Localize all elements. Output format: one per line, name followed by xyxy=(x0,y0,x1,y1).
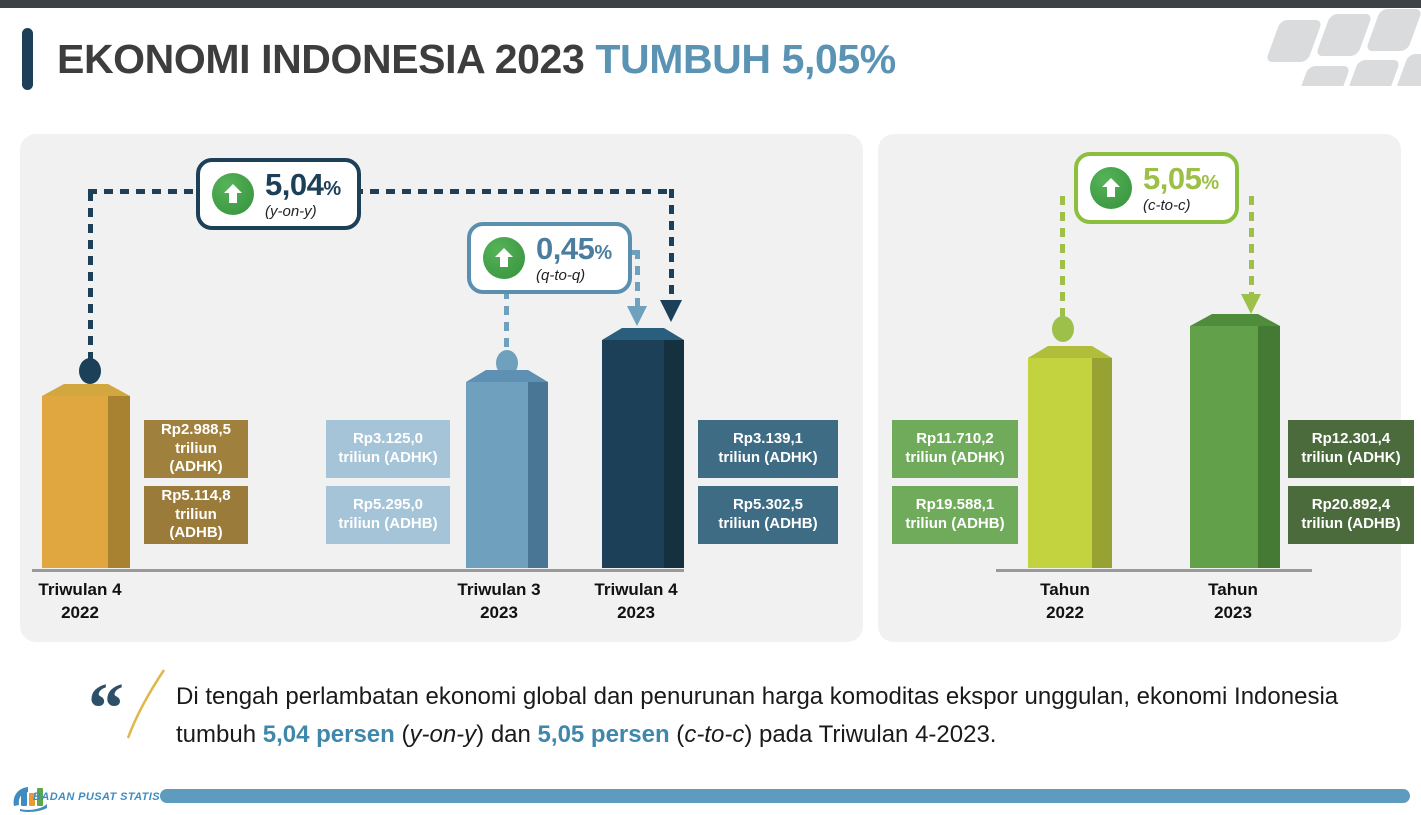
growth-badge-ctoc-text: 5,05% (c-to-c) xyxy=(1143,163,1219,213)
connector-qtoq-arrowhead xyxy=(627,306,647,326)
bar-tw4-2023-front xyxy=(602,340,664,568)
valuebox-tahun-2022-adhk: Rp11.710,2 triliun (ADHK) xyxy=(892,420,1018,478)
connector-qtoq-right-vertical xyxy=(635,250,640,308)
valuebox-tw4-2023-adhk: Rp3.139,1 triliun (ADHK) xyxy=(698,420,838,478)
decorative-tiles xyxy=(1231,8,1421,86)
quarterly-baseline xyxy=(32,569,684,572)
quote-em-2: c-to-c xyxy=(684,720,745,748)
quote-part5: ) pada Triwulan 4-2023. xyxy=(744,720,997,748)
bar-tw4-2022 xyxy=(42,384,130,568)
bar-tahun-2023 xyxy=(1190,314,1282,568)
valuebox-tahun-2023-adhb: Rp20.892,4 triliun (ADHB) xyxy=(1288,486,1414,544)
top-strip xyxy=(0,0,1421,8)
bar-tw4-2023-top2 xyxy=(664,328,684,340)
connector-ctoc-right-vertical xyxy=(1249,196,1254,296)
growth-badge-qtoq-text: 0,45% (q-to-q) xyxy=(536,233,612,283)
valuebox-tahun-2022-adhb: Rp19.588,1 triliun (ADHB) xyxy=(892,486,1018,544)
bar-tahun-2022-top xyxy=(1028,346,1092,358)
quote-part4: ( xyxy=(669,720,685,748)
valuebox-tw3-2023-adhk: Rp3.125,0 triliun (ADHK) xyxy=(326,420,450,478)
footer-bar xyxy=(160,789,1410,803)
valuebox-tw3-2023-adhb: Rp5.295,0 triliun (ADHB) xyxy=(326,486,450,544)
quote-highlight-1: 5,04 persen xyxy=(262,720,395,748)
quote-part3: ) dan xyxy=(476,720,538,748)
bar-tw4-2023-top xyxy=(602,328,664,340)
bar-tw4-2022-front xyxy=(42,396,108,568)
title-accent-bar xyxy=(22,28,33,90)
valuebox-tw4-2022-adhb: Rp5.114,8 triliun (ADHB) xyxy=(144,486,248,544)
growth-badge-qtoq[interactable]: 0,45% (q-to-q) xyxy=(467,222,632,294)
connector-ctoc-knob xyxy=(1052,316,1074,342)
quote-part2: ( xyxy=(394,720,410,748)
bar-tw3-2023-top2 xyxy=(528,370,548,382)
arrow-up-icon xyxy=(483,237,525,279)
growth-badge-yoy-value: 5,04% xyxy=(265,167,341,202)
valuebox-tahun-2023-adhk: Rp12.301,4 triliun (ADHK) xyxy=(1288,420,1414,478)
quarterly-panel xyxy=(20,134,863,642)
axis-label-tw4-2022: Triwulan 4 2022 xyxy=(38,580,122,622)
arrow-up-icon xyxy=(1090,167,1132,209)
connector-ctoc-arrowhead xyxy=(1241,294,1261,314)
bar-tahun-2022-front xyxy=(1028,358,1092,568)
bar-tw4-2023-side xyxy=(664,340,684,568)
connector-ctoc-left-vertical xyxy=(1060,196,1065,318)
valuebox-tw4-2022-adhk: Rp2.988,5 triliun (ADHK) xyxy=(144,420,248,478)
bar-tw4-2023 xyxy=(602,328,686,568)
connector-yoy-top-horizontal xyxy=(88,189,200,194)
quote-part1: Di tengah perlambatan ekonomi global dan… xyxy=(176,683,1339,748)
connector-qtoq-knob xyxy=(496,350,518,376)
growth-badge-yoy-text: 5,04% (y-on-y) xyxy=(265,169,341,219)
bar-tahun-2023-front xyxy=(1190,326,1258,568)
quote-mark-icon: “ xyxy=(88,668,124,748)
growth-badge-ctoc-sub: (c-to-c) xyxy=(1143,197,1191,214)
bar-tw3-2023 xyxy=(466,370,550,568)
bar-tw4-2022-top xyxy=(42,384,108,396)
bar-tahun-2023-top2 xyxy=(1258,314,1280,326)
title-accent: TUMBUH 5,05% xyxy=(595,35,896,82)
page-title: EKONOMI INDONESIA 2023 TUMBUH 5,05% xyxy=(22,28,896,90)
quote-text: Di tengah perlambatan ekonomi global dan… xyxy=(176,678,1391,754)
title-text: EKONOMI INDONESIA 2023 TUMBUH 5,05% xyxy=(57,36,896,83)
axis-label-tahun-2023: Tahun 2023 xyxy=(1208,580,1258,622)
bar-tahun-2022-side xyxy=(1092,358,1112,568)
title-main: EKONOMI INDONESIA 2023 xyxy=(57,35,596,82)
connector-yoy-left-vertical xyxy=(88,192,93,362)
bar-tw4-2022-top2 xyxy=(108,384,130,396)
axis-label-tahun-2022: Tahun 2022 xyxy=(1040,580,1090,622)
bps-logo-icon xyxy=(13,787,47,812)
annual-baseline xyxy=(996,569,1312,572)
growth-badge-yoy-sub: (y-on-y) xyxy=(265,203,317,220)
growth-badge-qtoq-sub: (q-to-q) xyxy=(536,267,586,284)
arrow-up-icon xyxy=(212,173,254,215)
axis-label-tw3-2023: Triwulan 3 2023 xyxy=(457,580,541,622)
bar-tahun-2022 xyxy=(1028,346,1114,568)
bar-tw3-2023-top xyxy=(466,370,528,382)
quote-em-1: y-on-y xyxy=(409,720,477,748)
quote-highlight-2: 5,05 persen xyxy=(537,720,670,748)
bar-tahun-2022-top2 xyxy=(1092,346,1112,358)
footer-org-name: BADAN PUSAT STATISTIK xyxy=(33,791,179,803)
bar-tahun-2023-top xyxy=(1190,314,1258,326)
axis-label-tw4-2023: Triwulan 4 2023 xyxy=(594,580,678,622)
bar-tw3-2023-side xyxy=(528,382,548,568)
connector-yoy-right-vertical xyxy=(669,189,674,302)
connector-qtoq-left-vertical xyxy=(504,290,509,352)
connector-yoy-knob xyxy=(79,358,101,384)
bar-tahun-2023-side xyxy=(1258,326,1280,568)
connector-yoy-arrowhead xyxy=(660,300,682,322)
growth-badge-qtoq-value: 0,45% xyxy=(536,231,612,266)
quote-swoosh-icon xyxy=(126,669,166,739)
growth-badge-ctoc[interactable]: 5,05% (c-to-c) xyxy=(1074,152,1239,224)
bar-tw3-2023-front xyxy=(466,382,528,568)
bar-tw4-2022-side xyxy=(108,396,130,568)
valuebox-tw4-2023-adhb: Rp5.302,5 triliun (ADHB) xyxy=(698,486,838,544)
connector-yoy-right-horizontal xyxy=(354,189,674,194)
growth-badge-ctoc-value: 5,05% xyxy=(1143,161,1219,196)
growth-badge-yoy[interactable]: 5,04% (y-on-y) xyxy=(196,158,361,230)
